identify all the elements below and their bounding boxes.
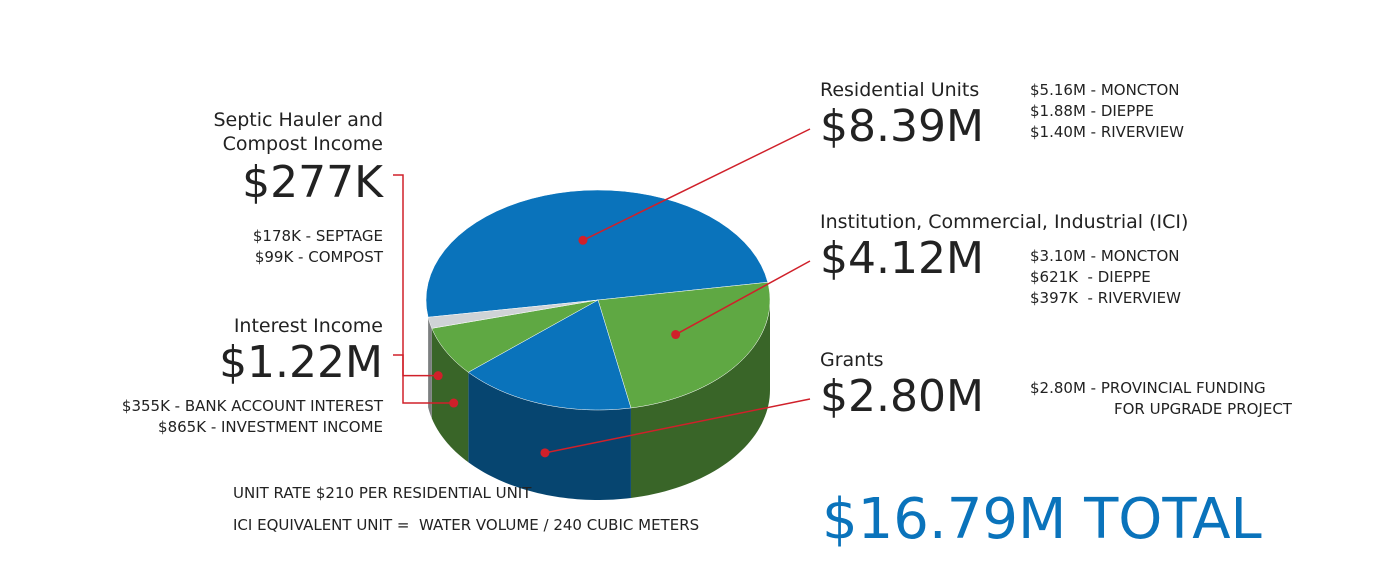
- slice-side: [431, 328, 469, 463]
- leader-dot: [433, 371, 443, 381]
- leader-dot: [540, 448, 550, 458]
- category-label: Institution, Commercial, Industrial (ICI…: [820, 211, 1189, 233]
- detail-label: $3.10M - MONCTON: [1030, 247, 1180, 265]
- slice: [467, 299, 632, 411]
- category-label: Interest Income: [233, 315, 383, 337]
- detail-label: $178K - SEPTAGE: [252, 227, 383, 245]
- value-label: $4.12M: [820, 233, 984, 284]
- leader-line: [582, 128, 811, 241]
- value-label: $8.39M: [820, 101, 984, 152]
- leader-dot: [449, 398, 459, 408]
- slice-side: [468, 372, 631, 500]
- slice-side: [630, 300, 770, 498]
- detail-label: $1.40M - RIVERVIEW: [1030, 123, 1185, 141]
- detail-label: $355K - BANK ACCOUNT INTEREST: [121, 397, 383, 415]
- note: ICI EQUIVALENT UNIT = WATER VOLUME / 240…: [233, 516, 700, 534]
- value-label: $1.22M: [219, 337, 383, 388]
- total: $16.79M TOTAL: [822, 487, 1262, 552]
- leader-dot: [671, 330, 681, 340]
- slice: [597, 281, 771, 409]
- detail-label: $865K - INVESTMENT INCOME: [158, 418, 383, 436]
- detail-label: $5.16M - MONCTON: [1030, 81, 1180, 99]
- slice: [425, 189, 769, 318]
- value-label: $2.80M: [820, 371, 984, 422]
- slice: [431, 299, 599, 373]
- category-label: Grants: [820, 349, 884, 371]
- leader-line: [393, 174, 439, 377]
- leader-line: [393, 354, 454, 404]
- value-label: $277K: [242, 157, 383, 208]
- leader-line: [675, 260, 811, 336]
- category-label: Septic Hauler and Compost Income: [213, 109, 383, 155]
- slice-side: [428, 317, 432, 419]
- slice: [427, 299, 599, 329]
- note: UNIT RATE $210 PER RESIDENTIAL UNIT: [233, 484, 532, 502]
- detail-label: $99K - COMPOST: [254, 248, 383, 266]
- leader-line: [544, 398, 811, 454]
- detail-label: $1.88M - DIEPPE: [1030, 102, 1154, 120]
- detail-label: $621K - DIEPPE: [1030, 268, 1151, 286]
- detail-label: $2.80M - PROVINCIAL FUNDING: [1030, 379, 1266, 397]
- leader-dot: [578, 235, 588, 245]
- detail-label: FOR UPGRADE PROJECT: [1114, 400, 1292, 418]
- detail-label: $397K - RIVERVIEW: [1030, 289, 1181, 307]
- category-label: Residential Units: [820, 79, 980, 101]
